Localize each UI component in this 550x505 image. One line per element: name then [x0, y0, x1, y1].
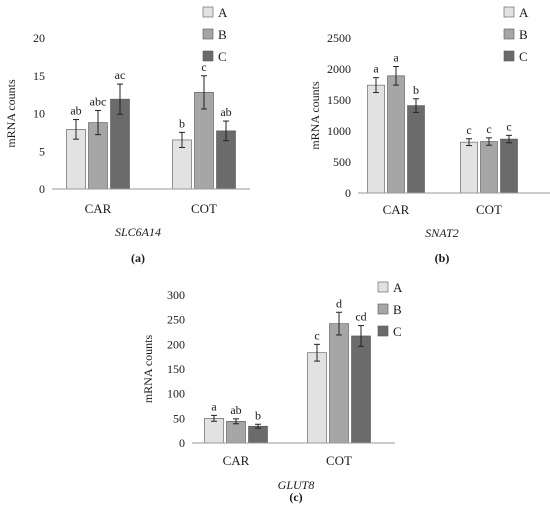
- y-tick-label: 1500: [327, 93, 351, 107]
- x-tick-label: CAR: [223, 453, 250, 468]
- legend-label: B: [519, 27, 528, 42]
- gene-label: SNAT2: [425, 226, 459, 240]
- y-tick-label: 300: [167, 288, 185, 302]
- legend-label: B: [218, 27, 227, 42]
- y-tick-label: 10: [33, 107, 45, 121]
- legend-label: A: [519, 5, 529, 20]
- y-axis-label: mRNA counts: [141, 335, 155, 404]
- bar: [387, 75, 405, 194]
- x-tick-label: COT: [476, 202, 502, 217]
- y-axis-label: mRNA counts: [4, 79, 18, 148]
- y-tick-label: 15: [33, 69, 45, 83]
- bar: [500, 138, 518, 194]
- y-tick-label: 2000: [327, 62, 351, 76]
- y-tick-label: 200: [167, 337, 185, 351]
- significance-label: ac: [115, 68, 126, 82]
- bar: [248, 425, 268, 444]
- y-tick-label: 1000: [327, 124, 351, 138]
- significance-label: d: [336, 296, 342, 310]
- y-tick-label: 500: [333, 155, 351, 169]
- legend-swatch: [377, 281, 389, 293]
- significance-label: a: [211, 399, 217, 413]
- panel-label: (a): [131, 251, 145, 265]
- x-tick-label: COT: [191, 201, 217, 216]
- legend: ABC: [503, 5, 529, 64]
- y-tick-label: 5: [39, 144, 45, 158]
- y-tick-label: 150: [167, 362, 185, 376]
- significance-label: ab: [70, 104, 81, 118]
- legend: ABC: [202, 5, 228, 64]
- y-tick-label: 100: [167, 387, 185, 401]
- significance-label: b: [255, 408, 261, 422]
- legend-swatch: [377, 303, 389, 315]
- y-tick-label: 0: [345, 186, 351, 200]
- significance-label: c: [314, 328, 319, 342]
- y-axis-label: mRNA counts: [308, 81, 322, 150]
- significance-label: abc: [90, 94, 107, 108]
- significance-label: a: [373, 62, 379, 76]
- significance-label: b: [179, 116, 185, 130]
- legend-label: C: [393, 324, 402, 339]
- significance-label: ab: [220, 105, 231, 119]
- bar: [407, 105, 425, 194]
- significance-label: b: [413, 83, 419, 97]
- legend-swatch: [202, 6, 214, 18]
- significance-label: c: [201, 60, 206, 74]
- bar: [307, 352, 327, 444]
- y-tick-label: 0: [179, 436, 185, 450]
- legend-swatch: [503, 6, 515, 18]
- y-tick-label: 250: [167, 313, 185, 327]
- significance-label: c: [466, 123, 471, 137]
- bar: [351, 335, 371, 444]
- x-tick-label: COT: [326, 453, 352, 468]
- panel-label: (c): [289, 490, 302, 504]
- panel-label: (b): [435, 251, 450, 265]
- legend-swatch: [202, 50, 214, 62]
- bar: [367, 84, 385, 194]
- chart-panel: 0 500 1000 1500 2000 2500 mRNA counts aa b CAR c c c…: [308, 5, 550, 265]
- gene-label: SLC6A14: [115, 225, 161, 239]
- bar: [480, 141, 498, 194]
- bar: [204, 418, 224, 444]
- legend-label: C: [519, 49, 528, 64]
- legend-label: A: [393, 280, 403, 295]
- legend-swatch: [202, 28, 214, 40]
- gene-label: GLUT8: [278, 478, 315, 492]
- significance-label: c: [506, 119, 511, 133]
- significance-label: ab: [230, 403, 241, 417]
- legend-label: A: [218, 5, 228, 20]
- legend-swatch: [503, 50, 515, 62]
- y-tick-label: 50: [173, 411, 185, 425]
- significance-label: a: [393, 51, 399, 65]
- bar: [460, 141, 478, 194]
- y-tick-label: 2500: [327, 31, 351, 45]
- y-tick-label: 0: [39, 182, 45, 196]
- legend-label: C: [218, 49, 227, 64]
- legend: ABC: [377, 280, 403, 339]
- x-tick-label: CAR: [383, 202, 410, 217]
- legend-swatch: [503, 28, 515, 40]
- legend-label: B: [393, 302, 402, 317]
- y-tick-label: 20: [33, 31, 45, 45]
- significance-label: cd: [355, 310, 366, 324]
- legend-swatch: [377, 325, 389, 337]
- x-tick-label: CAR: [85, 201, 112, 216]
- significance-label: c: [486, 122, 491, 136]
- bar: [329, 323, 349, 444]
- bar: [226, 420, 246, 444]
